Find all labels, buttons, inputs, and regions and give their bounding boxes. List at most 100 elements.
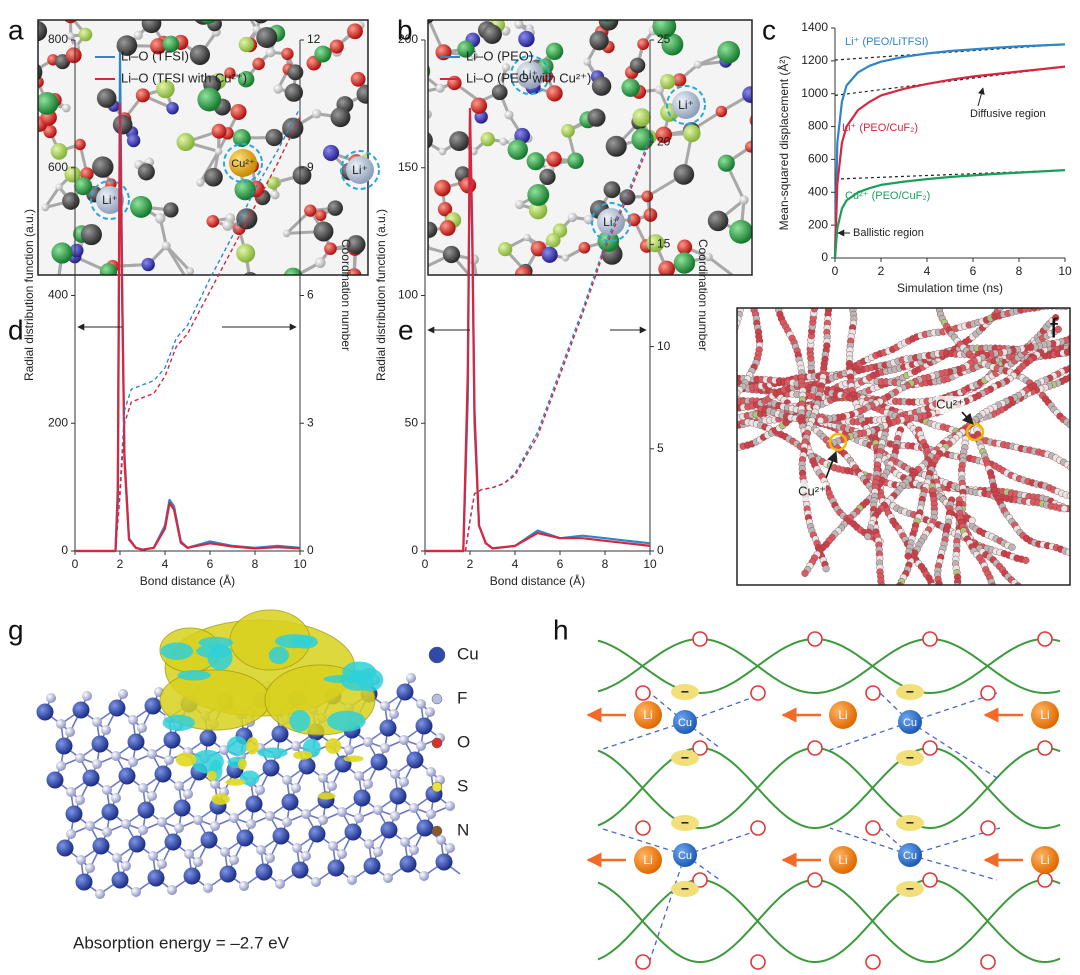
x-tick-label: 6	[970, 264, 977, 278]
atom	[64, 165, 81, 183]
atom	[704, 252, 713, 262]
f-atom	[128, 757, 138, 767]
f-atom	[56, 761, 66, 771]
bond	[707, 255, 735, 275]
atom	[78, 27, 93, 42]
cu-atom	[46, 771, 64, 789]
atom	[438, 147, 447, 156]
x-axis-label: Bond distance (Å)	[490, 573, 585, 588]
bead	[904, 552, 912, 560]
f-atom	[311, 877, 321, 887]
cu-atom	[55, 737, 73, 755]
cu-atom	[363, 857, 381, 875]
atom	[74, 177, 93, 196]
charge-label: −	[906, 881, 914, 897]
cu-atom	[128, 835, 146, 853]
y2-axis-label: Coordination number	[339, 239, 353, 351]
atom	[92, 156, 114, 178]
f-atom	[85, 863, 95, 873]
cu-atom	[183, 867, 201, 885]
density-negative	[160, 642, 194, 660]
x-tick-label: 0	[422, 557, 429, 571]
ether-oxygen	[750, 820, 766, 836]
panel-label: g	[8, 614, 24, 645]
cu-atom	[127, 733, 145, 751]
f-atom	[184, 849, 194, 859]
f-atom	[121, 819, 131, 829]
atom	[96, 88, 117, 108]
atom	[236, 208, 258, 230]
ion-label: Li⁺	[102, 193, 118, 207]
charge-label: −	[906, 684, 914, 700]
atom	[256, 26, 278, 48]
atom	[156, 79, 175, 99]
ether-oxygen	[980, 685, 996, 701]
y2-tick-label: 5	[657, 441, 664, 455]
panel-label: h	[553, 614, 569, 645]
cu-atom	[262, 759, 280, 777]
y2-tick-label: 0	[307, 543, 314, 557]
ion-label: Cu²⁺	[231, 158, 255, 170]
ether-oxygen	[635, 820, 651, 836]
bead	[1052, 314, 1060, 322]
y-tick-label: 1400	[801, 20, 828, 34]
atom	[673, 252, 696, 274]
f-atom	[419, 871, 429, 881]
f-atom	[147, 791, 157, 801]
cu-atom	[370, 753, 388, 771]
f-atom	[373, 805, 383, 815]
density-positive	[211, 793, 230, 805]
f-atom	[66, 787, 76, 797]
f-atom	[193, 815, 203, 825]
cu-atom	[56, 839, 74, 857]
ether-oxygen	[750, 685, 766, 701]
f-atom	[291, 783, 301, 793]
atom	[442, 245, 461, 264]
bead	[801, 569, 809, 577]
f-atom	[416, 699, 426, 709]
atom	[545, 232, 561, 248]
cu-atom	[147, 869, 165, 887]
y-tick-label: 400	[48, 288, 68, 302]
f-atom	[337, 807, 347, 817]
cu-atom	[154, 765, 172, 783]
cu-atom	[379, 719, 397, 737]
atom	[655, 85, 664, 95]
cu-atom	[353, 789, 371, 807]
atom	[55, 183, 63, 191]
bead	[1022, 556, 1030, 564]
atom	[99, 263, 118, 275]
atom	[435, 83, 445, 93]
panel-a-frame	[37, 19, 369, 276]
atom	[561, 123, 575, 138]
bead	[1008, 543, 1016, 551]
atom	[603, 181, 621, 199]
y2-tick-label: 12	[307, 32, 321, 46]
legend-label: Li–O (TFSI)	[121, 48, 189, 63]
f-atom	[282, 817, 292, 827]
cu-atom	[118, 767, 136, 785]
atom	[567, 212, 578, 223]
bond	[199, 150, 220, 184]
f-atom	[425, 707, 435, 717]
cu-atom	[245, 795, 263, 813]
f-atom	[390, 811, 400, 821]
bead	[822, 565, 830, 573]
f-atom	[426, 767, 436, 777]
atom	[637, 38, 650, 50]
li-label: Li	[1040, 708, 1049, 722]
atom	[199, 20, 217, 24]
atom	[64, 20, 77, 24]
series-label: Cu²⁺ (PEO/CuF₂)	[845, 190, 930, 202]
f-atom	[112, 853, 122, 863]
ether-oxygen	[1037, 740, 1053, 756]
charge-label: −	[681, 750, 689, 766]
density-positive	[317, 792, 336, 800]
cu-atom	[380, 821, 398, 839]
cu-atom	[92, 837, 110, 855]
atom	[621, 78, 640, 97]
cu-atom	[281, 793, 299, 811]
f-atom	[128, 715, 138, 725]
y-tick-label: 200	[398, 32, 418, 46]
cu-atom	[219, 865, 237, 883]
